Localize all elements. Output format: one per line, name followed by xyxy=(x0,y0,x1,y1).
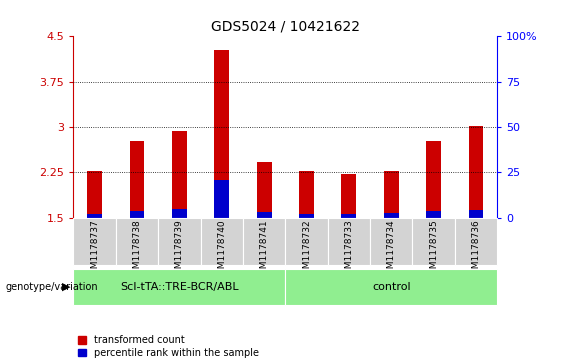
Text: GSM1178740: GSM1178740 xyxy=(218,219,226,280)
Bar xyxy=(285,269,497,305)
Bar xyxy=(455,218,497,265)
Text: ScI-tTA::TRE-BCR/ABL: ScI-tTA::TRE-BCR/ABL xyxy=(120,282,238,292)
Text: GSM1178738: GSM1178738 xyxy=(133,219,141,280)
Bar xyxy=(116,218,158,265)
Bar xyxy=(299,213,314,218)
Text: ▶: ▶ xyxy=(62,282,71,292)
Bar xyxy=(87,213,102,218)
Bar xyxy=(468,126,484,218)
Bar xyxy=(285,218,328,265)
Text: GSM1178741: GSM1178741 xyxy=(260,219,268,280)
Text: GSM1178733: GSM1178733 xyxy=(345,219,353,280)
Bar xyxy=(384,213,399,218)
Text: genotype/variation: genotype/variation xyxy=(6,282,98,292)
Text: GSM1178732: GSM1178732 xyxy=(302,219,311,280)
Bar xyxy=(243,218,285,265)
Text: GSM1178734: GSM1178734 xyxy=(387,219,396,280)
Legend: transformed count, percentile rank within the sample: transformed count, percentile rank withi… xyxy=(79,335,259,358)
Bar xyxy=(328,218,370,265)
Text: control: control xyxy=(372,282,411,292)
Title: GDS5024 / 10421622: GDS5024 / 10421622 xyxy=(211,20,360,34)
Bar xyxy=(214,180,229,218)
Bar xyxy=(172,131,187,218)
Bar xyxy=(341,213,357,218)
Bar xyxy=(412,218,455,265)
Bar xyxy=(73,269,285,305)
Text: GSM1178735: GSM1178735 xyxy=(429,219,438,280)
Bar xyxy=(129,211,145,218)
Bar xyxy=(426,211,441,218)
Bar xyxy=(257,212,272,218)
Bar xyxy=(299,171,314,218)
Text: GSM1178737: GSM1178737 xyxy=(90,219,99,280)
Text: GSM1178736: GSM1178736 xyxy=(472,219,480,280)
Bar xyxy=(214,50,229,218)
Bar xyxy=(468,210,484,218)
Bar xyxy=(426,141,441,218)
Bar xyxy=(129,141,145,218)
Bar xyxy=(370,218,412,265)
Bar xyxy=(384,171,399,218)
Bar xyxy=(158,218,201,265)
Bar xyxy=(257,162,272,218)
Bar xyxy=(201,218,243,265)
Bar xyxy=(172,209,187,218)
Bar xyxy=(87,171,102,218)
Bar xyxy=(341,174,357,218)
Text: GSM1178739: GSM1178739 xyxy=(175,219,184,280)
Bar xyxy=(73,218,116,265)
